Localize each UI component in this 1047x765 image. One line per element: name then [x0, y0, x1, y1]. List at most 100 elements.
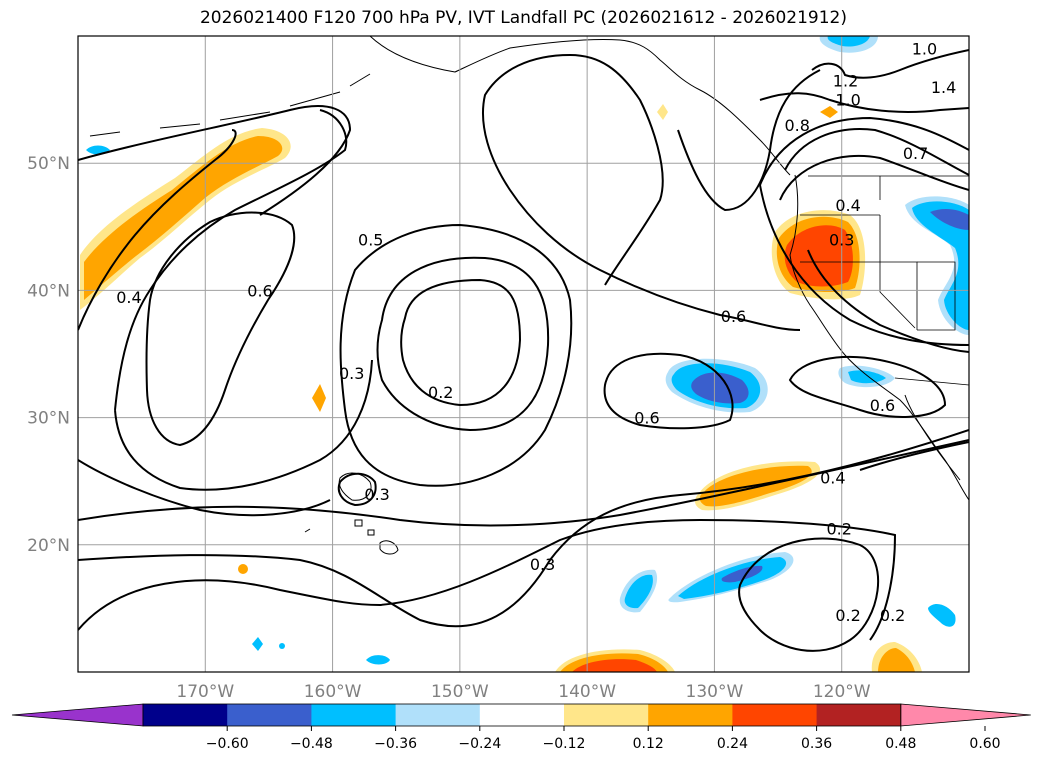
lat-tick-label: 30°N	[27, 409, 70, 429]
contour-0.3-west-edge	[78, 129, 331, 517]
contour-label: 0.3	[339, 364, 364, 383]
contour-0.6-baja	[788, 355, 947, 418]
colorbar-tick-label: −0.36	[374, 736, 417, 752]
colorbar-extend-high	[900, 703, 1031, 727]
contour-label: 0.7	[903, 144, 928, 163]
lon-tick-label: 140°W	[558, 682, 616, 702]
shade-baja-negative-core	[848, 370, 886, 384]
shade-north-pacific-positive-core	[84, 136, 283, 300]
colorbar-tick-label: −0.12	[543, 736, 586, 752]
shade-pnw-positive-core	[784, 225, 853, 287]
longitude-labels: 170°W 160°W 150°W 140°W 130°W 120°W	[176, 682, 870, 702]
contour-0.2-center	[400, 278, 522, 407]
coastline-hawaii-b	[379, 540, 399, 555]
colorbar-swatch	[227, 704, 312, 726]
contour-label: 0.5	[358, 231, 383, 250]
map-frame	[77, 35, 970, 673]
contour-0.5-west	[339, 223, 573, 487]
contour-0.2-southeast	[738, 537, 880, 652]
graticule	[78, 36, 969, 672]
contour-0.8-coastal	[677, 69, 821, 212]
latitude-labels: 20°N 30°N 40°N 50°N	[27, 154, 70, 556]
shade-hawaii-negative	[366, 655, 390, 665]
contour-label: 0.6	[870, 396, 895, 415]
lat-tick-label: 40°N	[27, 281, 70, 301]
contour-0.4-south	[78, 439, 969, 527]
colorbar-swatch	[648, 704, 733, 726]
lon-tick-label: 130°W	[686, 682, 744, 702]
colorbar-tick-label: −0.48	[290, 736, 333, 752]
contour-label: 1.2	[833, 72, 858, 91]
contour-label: 0.2	[880, 606, 905, 625]
colorbar-frame	[142, 703, 902, 727]
contour-0.4-pnw	[784, 128, 969, 176]
shade-se-negative	[928, 604, 956, 627]
shade-north-negative-core	[827, 36, 870, 47]
lat-tick-label: 20°N	[27, 536, 70, 556]
contour-0.6-northeast	[482, 53, 801, 331]
colorbar-tick-label: 0.48	[885, 736, 916, 752]
shade-negative-speck-b	[279, 643, 285, 649]
contour-0.3-center	[376, 256, 550, 432]
colorbar-extend-low	[11, 703, 144, 727]
colorbar-tick-label: 0.12	[633, 736, 664, 752]
colorbar-swatch	[311, 704, 397, 726]
contour-label: 0.8	[784, 116, 809, 135]
coastline-alaska	[369, 36, 791, 176]
contour-label: 0.6	[247, 281, 272, 300]
contour-1.2-north	[759, 92, 969, 113]
chart-title: 2026021400 F120 700 hPa PV, IVT Landfall…	[199, 8, 847, 28]
colorbar-swatch	[816, 704, 902, 726]
lon-tick-label: 170°W	[176, 682, 234, 702]
contour-1.0-north	[811, 49, 969, 79]
contour-label: 1.0	[835, 91, 860, 110]
colorbar-swatch	[732, 704, 818, 726]
contour-label: 0.4	[820, 468, 845, 487]
lon-tick-label: 150°W	[431, 682, 489, 702]
lon-tick-label: 120°W	[813, 682, 871, 702]
coastline-hawaii-c	[304, 519, 375, 536]
shade-sw-negative-core	[624, 574, 653, 609]
colorbar-swatch	[479, 704, 565, 726]
shade-southern-positive-core	[572, 659, 657, 672]
colorbar-tick-label: −0.24	[458, 736, 501, 752]
coastlines	[89, 36, 969, 555]
coastline-aleutians	[89, 73, 371, 137]
border-ca-nv	[879, 262, 916, 329]
shade-southern-negative-core	[721, 565, 763, 583]
contour-0.5-north-ridge	[78, 105, 352, 216]
shade-positive-speck-c	[657, 104, 668, 120]
positive-anomalies	[80, 104, 922, 672]
shade-negative-speck-a	[252, 637, 263, 651]
contour-0.2-southeast-edge	[859, 441, 969, 471]
contour-label: 1.4	[931, 78, 956, 97]
shade-positive-speck-a	[312, 384, 326, 412]
contour-label: 0.6	[721, 307, 746, 326]
contour-label: 0.3	[530, 555, 555, 574]
contour-0.3-sw-small	[337, 472, 377, 507]
colorbar-swatch	[395, 704, 481, 726]
contour-label: 0.3	[364, 485, 389, 504]
lon-tick-label: 160°W	[304, 682, 362, 702]
shade-positive-speck-d	[238, 564, 248, 574]
shade-positive-speck-b	[820, 106, 838, 118]
contour-label: 0.4	[116, 288, 141, 307]
shade-central-negative-core	[691, 372, 749, 404]
contour-label: 0.3	[829, 231, 854, 250]
colorbar-swatch	[143, 704, 228, 726]
colorbar-tick-label: 0.36	[801, 736, 832, 752]
border-ut	[917, 261, 956, 331]
lat-tick-label: 50°N	[27, 154, 70, 174]
shade-se-positive-core	[878, 648, 915, 672]
contour-0.6-central	[603, 352, 734, 430]
contour-label: 0.2	[428, 383, 453, 402]
contour-0.6-western-lobe	[145, 211, 296, 447]
contour-0.3-pnw	[779, 154, 969, 201]
contour-label: 0.6	[634, 409, 659, 428]
state-borders	[800, 175, 969, 386]
colorbar-tick-label: 0.60	[969, 736, 1000, 752]
coastline-baja	[904, 394, 961, 481]
pv-contours	[78, 49, 969, 652]
contour-0.4-western	[114, 109, 373, 491]
contour-label: 1.0	[912, 40, 937, 59]
